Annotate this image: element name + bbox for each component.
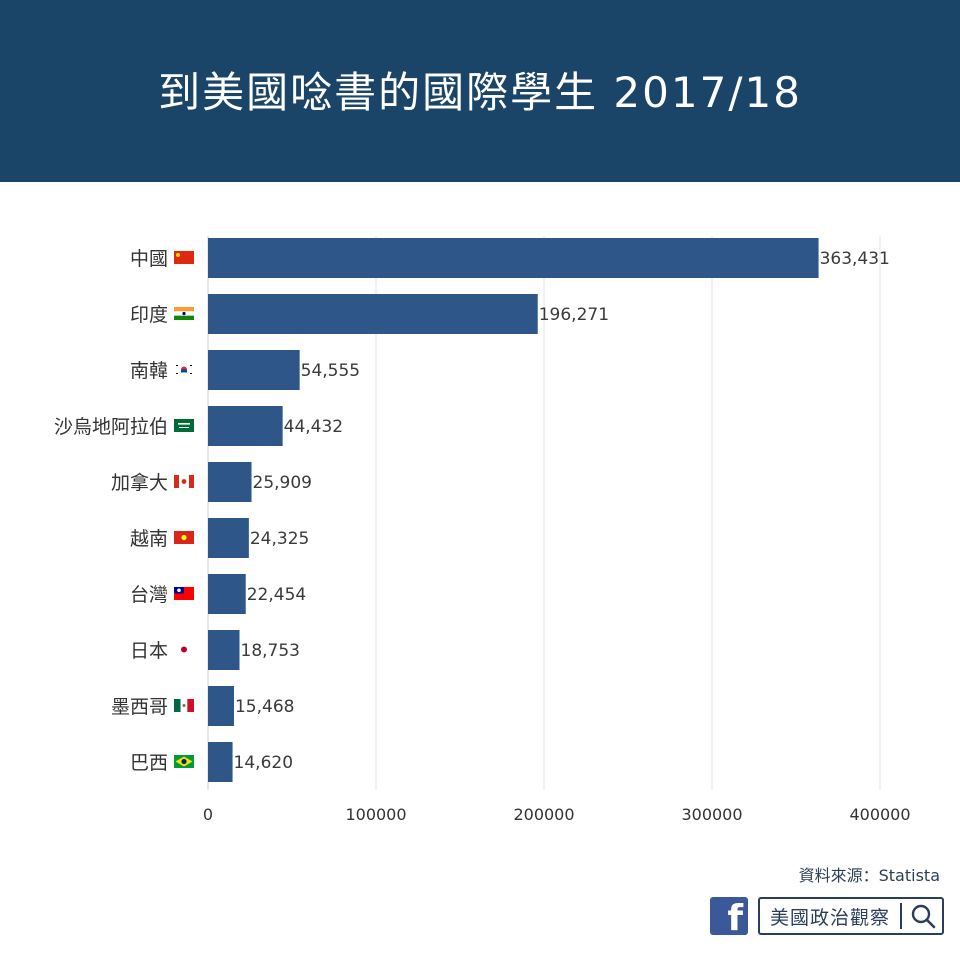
category-label: 日本 — [130, 640, 168, 662]
south-korea-flag-icon — [174, 363, 194, 376]
search-icon[interactable] — [910, 903, 936, 929]
brand-divider — [900, 903, 902, 929]
source-note: 資料來源：Statista — [798, 866, 940, 885]
facebook-icon[interactable]: f — [709, 897, 748, 935]
vietnam-flag-icon — [174, 531, 194, 544]
x-tick-label: 200000 — [513, 805, 574, 824]
value-label: 363,431 — [820, 249, 890, 269]
bar — [208, 686, 234, 726]
category-label: 巴西 — [130, 752, 168, 774]
canada-flag-icon — [174, 475, 194, 488]
value-label: 18,753 — [241, 641, 300, 661]
category-label: 墨西哥 — [111, 696, 168, 718]
x-tick-label: 400000 — [849, 805, 910, 824]
bar — [208, 238, 819, 278]
bar-chart: 0 100000 200000 300000 400000 363,431 中國 196,27… — [54, 236, 911, 824]
category-label: 越南 — [130, 528, 168, 550]
category-label: 沙烏地阿拉伯 — [54, 416, 168, 438]
value-label: 14,620 — [234, 753, 293, 773]
chart-title: 到美國唸書的國際學生 2017/18 — [158, 67, 802, 117]
bar — [208, 574, 246, 614]
saudi-arabia-flag-icon — [174, 419, 194, 432]
brand-name: 美國政治觀察 — [769, 906, 890, 929]
bar — [208, 462, 252, 502]
bar — [208, 406, 283, 446]
header-banner: 到美國唸書的國際學生 2017/18 — [0, 0, 960, 182]
mexico-flag-icon — [174, 699, 194, 712]
brazil-flag-icon — [174, 755, 194, 768]
bar — [208, 630, 240, 670]
value-label: 44,432 — [284, 417, 343, 437]
brand-block: f 美國政治觀察 — [709, 896, 944, 936]
value-label: 22,454 — [247, 585, 306, 605]
value-label: 25,909 — [253, 473, 312, 493]
japan-flag-icon — [174, 643, 194, 656]
india-flag-icon — [174, 307, 194, 320]
x-tick-label: 300000 — [681, 805, 742, 824]
value-label: 196,271 — [539, 305, 609, 325]
value-label: 15,468 — [235, 697, 294, 717]
category-label: 南韓 — [130, 360, 168, 382]
bar — [208, 518, 249, 558]
category-label: 台灣 — [130, 584, 168, 606]
x-tick-label: 0 — [203, 805, 213, 824]
bar — [208, 742, 233, 782]
value-label: 54,555 — [301, 361, 360, 381]
x-tick-label: 100000 — [345, 805, 406, 824]
bar — [208, 294, 538, 334]
value-label: 24,325 — [250, 529, 309, 549]
bar — [208, 350, 300, 390]
category-label: 中國 — [130, 248, 168, 270]
brand-search-box[interactable]: 美國政治觀察 — [757, 897, 944, 935]
taiwan-flag-icon — [174, 587, 194, 600]
china-flag-icon — [174, 251, 194, 264]
category-label: 印度 — [130, 304, 168, 326]
category-label: 加拿大 — [111, 471, 168, 494]
